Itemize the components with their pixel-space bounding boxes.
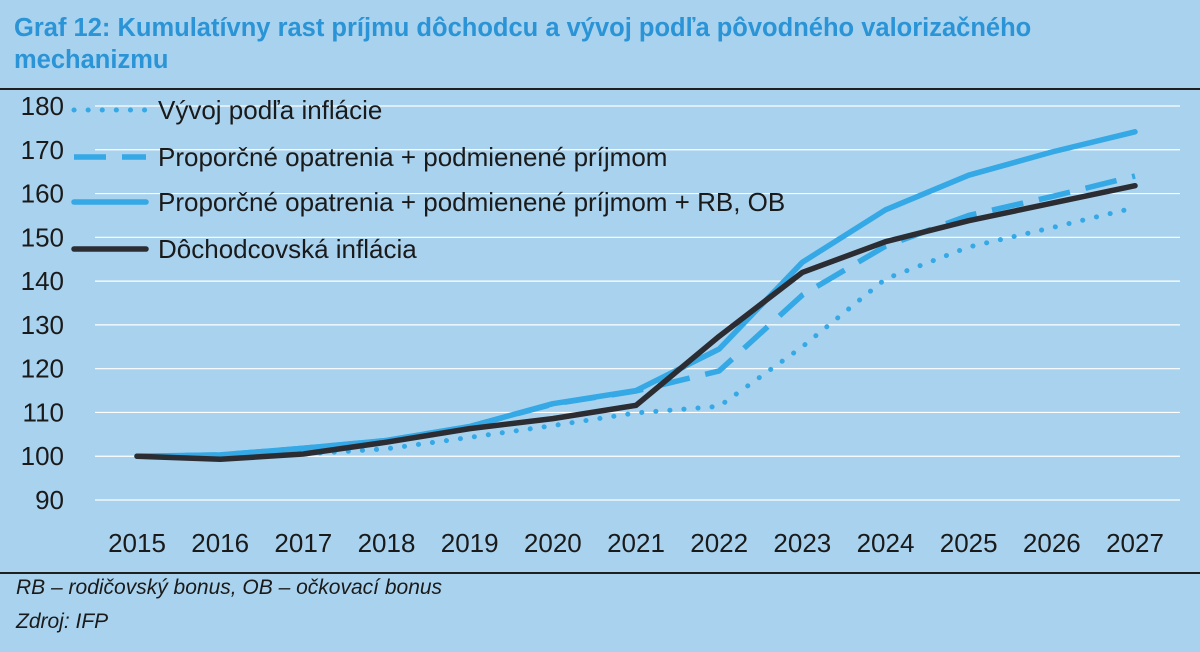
y-tick-label: 90 <box>35 485 64 515</box>
x-tick-label: 2018 <box>358 528 416 558</box>
x-tick-label: 2022 <box>690 528 748 558</box>
legend-label: Proporčné opatrenia + podmienené príjmom… <box>158 187 785 217</box>
x-tick-label: 2019 <box>441 528 499 558</box>
y-tick-label: 100 <box>21 441 64 471</box>
x-tick-label: 2024 <box>857 528 915 558</box>
x-tick-label: 2027 <box>1106 528 1164 558</box>
source-note: Zdroj: IFP <box>16 610 109 633</box>
y-tick-label: 130 <box>21 310 64 340</box>
bottom-rule <box>0 572 1200 574</box>
y-axis-ticks: 90 100 110 120 130 140 150 160 170 180 <box>21 91 64 515</box>
x-tick-label: 2025 <box>940 528 998 558</box>
x-axis-ticks: 2015 2016 2017 2018 2019 2020 2021 2022 2023 2024… <box>108 528 1164 558</box>
y-tick-label: 180 <box>21 91 64 121</box>
legend-label: Vývoj podľa inflácie <box>158 95 382 125</box>
y-tick-label: 120 <box>21 354 64 384</box>
y-tick-label: 110 <box>23 397 64 427</box>
x-tick-label: 2016 <box>191 528 249 558</box>
legend-label: Proporčné opatrenia + podmienené príjmom <box>158 142 667 172</box>
abbreviation-note: RB – rodičovský bonus, OB – očkovací bon… <box>16 576 443 599</box>
y-tick-label: 140 <box>21 266 64 296</box>
x-tick-label: 2026 <box>1023 528 1081 558</box>
x-tick-label: 2023 <box>773 528 831 558</box>
y-tick-label: 170 <box>21 135 64 165</box>
y-tick-label: 160 <box>21 179 64 209</box>
series-lines <box>134 129 1138 463</box>
series-line-4 <box>134 182 1138 463</box>
series-line-3 <box>134 129 1138 459</box>
top-rule <box>0 88 1200 90</box>
x-tick-label: 2020 <box>524 528 582 558</box>
chart-title: Graf 12: Kumulatívny rast príjmu dôchodc… <box>14 14 1032 74</box>
y-tick-label: 150 <box>21 222 64 252</box>
x-tick-label: 2021 <box>607 528 665 558</box>
gridlines <box>95 105 1180 501</box>
x-tick-label: 2017 <box>274 528 332 558</box>
x-tick-label: 2015 <box>108 528 166 558</box>
legend: Vývoj podľa inflácie Proporčné opatrenia … <box>71 95 785 264</box>
legend-label: Dôchodcovská inflácia <box>158 234 417 264</box>
